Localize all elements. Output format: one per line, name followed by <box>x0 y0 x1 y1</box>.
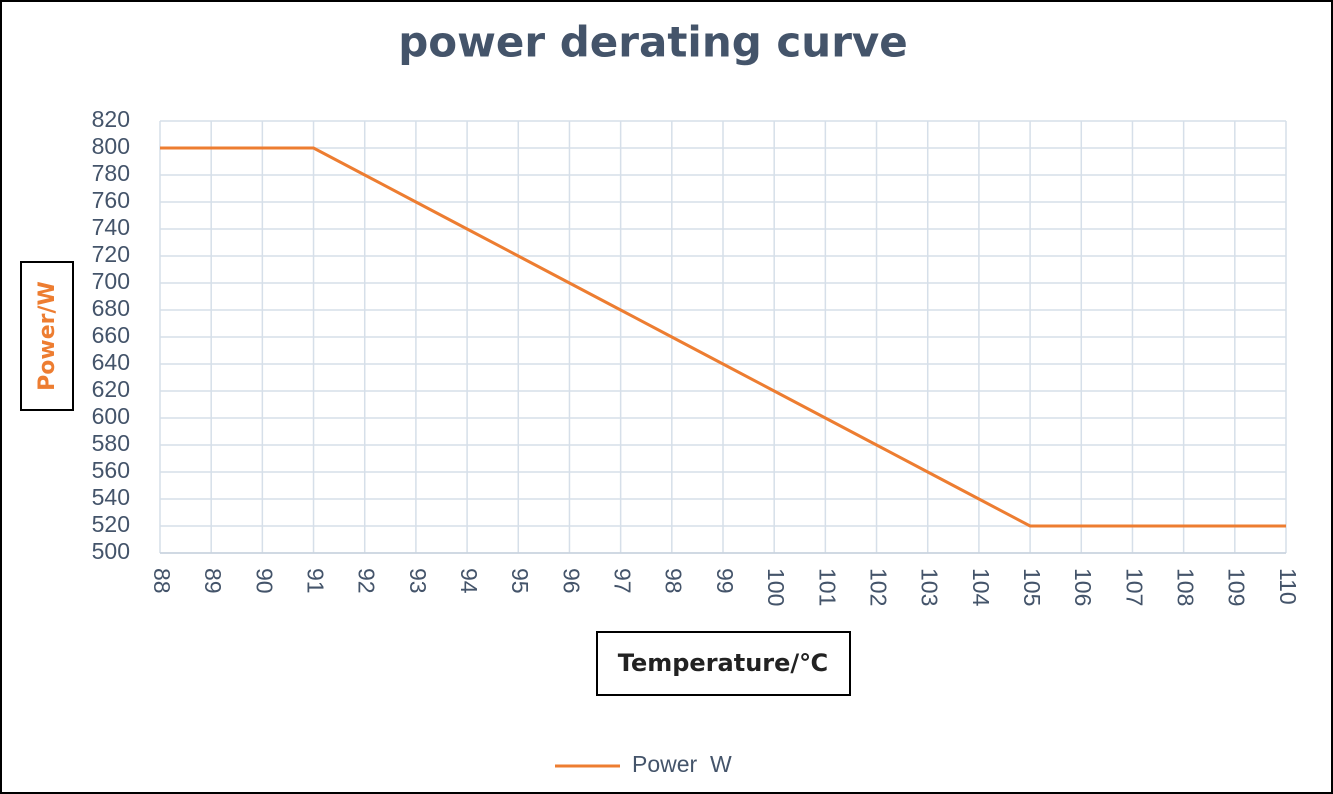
y-tick-label: 700 <box>92 268 130 294</box>
y-tick-label: 640 <box>92 349 130 375</box>
x-tick-label: 102 <box>865 568 891 606</box>
x-tick-label: 89 <box>200 568 226 594</box>
x-tick-label: 99 <box>712 568 738 594</box>
x-tick-label: 107 <box>1121 568 1147 606</box>
y-tick-label: 600 <box>92 403 130 429</box>
x-tick-label: 94 <box>456 568 482 594</box>
x-tick-label: 98 <box>661 568 687 594</box>
y-tick-label: 620 <box>92 376 130 402</box>
y-tick-label: 800 <box>92 133 130 159</box>
x-tick-label: 92 <box>354 568 380 594</box>
x-axis-label: Temperature/℃ <box>618 649 828 677</box>
x-tick-label: 109 <box>1224 568 1250 606</box>
y-tick-label: 820 <box>92 106 130 132</box>
x-tick-label: 103 <box>917 568 943 606</box>
x-tick-label: 104 <box>968 568 994 607</box>
y-tick-label: 760 <box>92 187 130 213</box>
x-tick-label: 96 <box>558 568 584 594</box>
data-line <box>160 146 1286 528</box>
y-tick-label: 540 <box>92 484 130 510</box>
x-tick-label: 100 <box>763 568 789 606</box>
y-axis-label: Power/W <box>35 281 60 391</box>
x-tick-label: 101 <box>814 568 840 606</box>
y-tick-label: 680 <box>92 295 130 321</box>
x-tick-label: 88 <box>149 568 175 594</box>
x-label-box <box>596 631 851 696</box>
y-tick-label: 660 <box>92 322 130 348</box>
x-tick-label: 110 <box>1275 568 1301 605</box>
x-tick-label: 90 <box>251 568 277 594</box>
x-tick-label: 105 <box>1019 568 1045 606</box>
x-tick-label: 97 <box>610 568 636 594</box>
x-tick-label: 93 <box>405 568 431 594</box>
x-tick-label: 91 <box>302 568 328 594</box>
legend-label: Power W <box>632 751 732 777</box>
y-tick-label: 780 <box>92 160 130 186</box>
x-tick-label: 106 <box>1070 568 1096 606</box>
x-tick-label: 95 <box>507 568 533 594</box>
y-tick-label: 580 <box>92 430 130 456</box>
y-label-box <box>20 261 74 411</box>
y-tick-label: 500 <box>92 538 130 564</box>
y-tick-label: 560 <box>92 457 130 483</box>
y-tick-label: 520 <box>92 511 130 537</box>
chart-title: power derating curve <box>398 18 908 67</box>
y-tick-label: 740 <box>92 214 130 240</box>
y-tick-label: 720 <box>92 241 130 267</box>
x-tick-label: 108 <box>1173 568 1199 606</box>
